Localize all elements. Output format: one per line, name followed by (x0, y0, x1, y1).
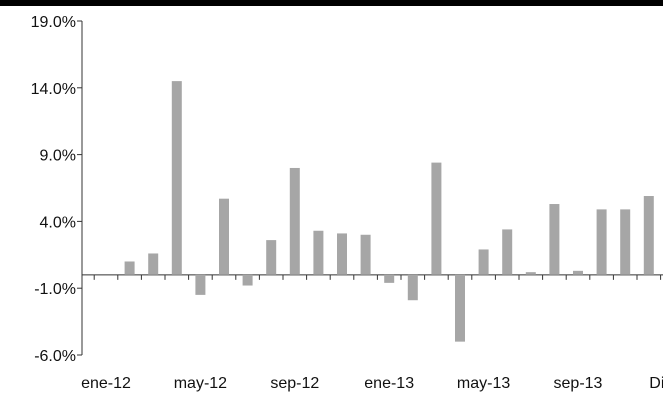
y-tick-label: -6.0% (34, 348, 76, 365)
y-axis: -6.0% -1.0% 4.0% 9.0% 14.0% 19.0% (31, 14, 83, 365)
bar (266, 240, 277, 275)
bar (219, 198, 229, 275)
bar (431, 162, 442, 275)
x-tick-label: sep-13 (554, 375, 603, 392)
bar (549, 204, 560, 275)
x-tick-label: sep-12 (270, 375, 319, 392)
bar (195, 274, 206, 295)
bars (124, 81, 654, 342)
bar (313, 230, 324, 275)
y-tick-label: 4.0% (40, 214, 76, 231)
x-axis: ene-12 may-12 sep-12 ene-13 may-13 sep-13 Dic-… (81, 274, 663, 392)
bar (643, 196, 654, 275)
y-tick-label: -1.0% (34, 281, 76, 298)
bar (573, 270, 583, 275)
bar (360, 234, 371, 275)
x-tick-label: may-12 (174, 375, 227, 392)
bar (384, 274, 395, 283)
bar (525, 272, 536, 275)
y-tick-label: 9.0% (40, 148, 76, 165)
bar (289, 167, 300, 275)
y-tick-label: 14.0% (31, 81, 76, 98)
bar (502, 229, 513, 275)
x-tick-label: Dic-13 (649, 375, 663, 392)
x-tick-label: ene-12 (81, 375, 131, 392)
bar (242, 274, 253, 286)
y-tick-label: 19.0% (31, 14, 76, 31)
x-tick-label: may-13 (457, 375, 510, 392)
bar (620, 209, 631, 275)
bar (596, 209, 607, 275)
bar (171, 81, 182, 275)
x-tick-label: ene-13 (364, 375, 414, 392)
bar (455, 274, 465, 342)
top-border (0, 0, 663, 6)
bar (148, 253, 159, 275)
bar (478, 249, 489, 275)
bar (337, 233, 347, 275)
bar (407, 274, 418, 301)
bar (124, 261, 135, 275)
